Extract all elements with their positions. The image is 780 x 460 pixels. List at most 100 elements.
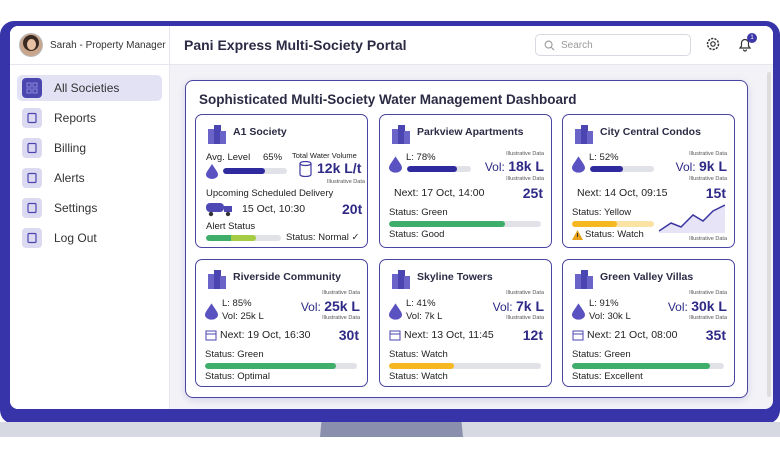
volume-value: Vol: 25k L [301, 298, 360, 314]
next-delivery: Next: 13 Oct, 11:45 [404, 329, 494, 341]
level-bar [223, 168, 265, 174]
sidebar-item-log-out[interactable]: Log Out [17, 225, 162, 251]
user-name: Sarah - Property Manager [50, 39, 166, 51]
building-icon [575, 125, 593, 144]
society-name: City Central Condos [600, 126, 701, 138]
sidebar-item-label: Reports [54, 111, 97, 125]
search-input[interactable]: Search [535, 34, 691, 56]
water-drop-icon [206, 164, 218, 179]
volume-amount: 9k L [698, 158, 727, 174]
building-icon [392, 125, 410, 144]
society-card-a1[interactable]: A1 Society Avg. Level 65% Total Water Vo… [195, 114, 368, 248]
volume-value: 12k L/t [317, 160, 362, 176]
page-title: Pani Express Multi-Society Portal [184, 37, 407, 53]
society-card[interactable]: Skyline Towers L: 41% Vol: 7k L Illustrati… [379, 259, 552, 387]
volume-prefix: Vol: [667, 300, 688, 314]
bell-icon[interactable] [737, 36, 753, 52]
sidebar-item-reports[interactable]: Reports [17, 105, 162, 131]
building-icon [208, 270, 226, 289]
avatar [19, 33, 43, 57]
status-text: Status: Excellent [572, 371, 643, 382]
search-placeholder: Search [561, 39, 593, 51]
calendar-icon [205, 330, 217, 341]
gear-icon[interactable] [705, 36, 721, 52]
illustrative-note-2: Illustrative Data [322, 315, 360, 321]
volume-amount: 25k L [324, 298, 360, 314]
volume-prefix: Vol: [675, 160, 696, 174]
water-drop-icon [205, 303, 218, 320]
volume-value: Vol: 9k L [676, 158, 727, 174]
society-card[interactable]: Riverside Community L: 85% Vol: 25k L Illu… [195, 259, 368, 387]
sidebar-item-label: Log Out [54, 231, 97, 245]
society-card[interactable]: City Central Condos L: 52% Illustrative D… [562, 114, 735, 248]
building-icon [392, 270, 410, 289]
delivery-tons: 20t [342, 201, 363, 217]
society-card[interactable]: Parkview Apartments L: 78% Illustrative D… [379, 114, 552, 248]
volume-prefix: Vol: [484, 160, 505, 174]
status-text: Status: Optimal [205, 371, 270, 382]
search-icon [544, 40, 555, 50]
status-label: Status: Watch [389, 349, 448, 360]
monitor-stand [320, 422, 463, 437]
illustrative-note: Illustrative Data [506, 290, 544, 296]
society-name: Parkview Apartments [417, 126, 524, 138]
sidebar-item-all-societies[interactable]: All Societies [17, 75, 162, 101]
volume-sub: Vol: 30k L [589, 311, 631, 322]
society-name: A1 Society [233, 126, 287, 138]
grid-icon [22, 78, 42, 98]
status-label: Status: Green [572, 349, 631, 360]
user-profile[interactable]: Sarah - Property Manager [10, 26, 169, 65]
delivery-tons: 25t [522, 185, 543, 201]
volume-label: Total Water Volume [292, 151, 357, 160]
dashboard-panel: Sophisticated Multi-Society Water Manage… [185, 80, 748, 398]
water-drop-icon [389, 303, 402, 320]
level-bar [590, 166, 624, 172]
illustrative-note: Illustrative Data [322, 290, 360, 296]
sidebar-nav: All Societies Reports Billing Alerts Setting… [10, 65, 169, 265]
next-delivery: Next: 14 Oct, 09:15 [577, 187, 668, 199]
level-value: L: 78% [406, 152, 436, 163]
building-icon [208, 125, 226, 144]
volume-value: Vol: 30k L [668, 298, 727, 314]
society-name: Green Valley Villas [600, 271, 694, 283]
gear-icon [22, 198, 42, 218]
volume-value: Vol: 7k L [493, 298, 544, 314]
sidebar-item-alerts[interactable]: Alerts [17, 165, 162, 191]
alert-label: Alert Status [206, 221, 256, 232]
volume-sub: Vol: 25k L [222, 311, 264, 322]
illustrative-note-2: Illustrative Data [506, 176, 544, 182]
sidebar-item-label: Billing [54, 141, 87, 155]
volume-value: Vol: 18k L [485, 158, 544, 174]
illustrative-note-2: Illustrative Data [689, 315, 727, 321]
illustrative-note-3: Illustrative Data [689, 236, 727, 242]
water-drop-icon [572, 303, 585, 320]
bell-icon [22, 168, 42, 188]
illustrative-note-2: Illustrative Data [506, 315, 544, 321]
delivery-time: 15 Oct, 10:30 [242, 203, 306, 215]
society-card[interactable]: Green Valley Villas L: 91% Vol: 30k L Illu… [562, 259, 735, 387]
building-icon [575, 270, 593, 289]
status-text: Status: Good [389, 229, 445, 240]
dashboard-title: Sophisticated Multi-Society Water Manage… [199, 92, 577, 107]
illustrative-note: Illustrative Data [327, 179, 365, 185]
illustrative-note-2: Illustrative Data [689, 176, 727, 182]
status-label: Status: Green [205, 349, 264, 360]
sidebar-item-settings[interactable]: Settings [17, 195, 162, 221]
sidebar-item-billing[interactable]: Billing [17, 135, 162, 161]
warning-icon [572, 230, 583, 240]
status-bar [205, 363, 336, 369]
notification-badge: 1 [747, 33, 757, 43]
calendar-icon [389, 330, 401, 341]
next-delivery: Next: 21 Oct, 08:00 [587, 329, 678, 341]
volume-amount: 30k L [691, 298, 727, 314]
level-bar [407, 166, 457, 172]
calendar-icon [572, 330, 584, 341]
delivery-tons: 35t [705, 327, 726, 343]
status-label: Status: Green [389, 207, 448, 218]
status-text: Status: Watch [585, 229, 644, 240]
scrollbar[interactable] [767, 72, 771, 397]
status-bar [572, 363, 711, 369]
level-label: Avg. Level [206, 152, 251, 163]
status-bar [572, 221, 618, 227]
level-value: L: 85% [222, 298, 252, 309]
